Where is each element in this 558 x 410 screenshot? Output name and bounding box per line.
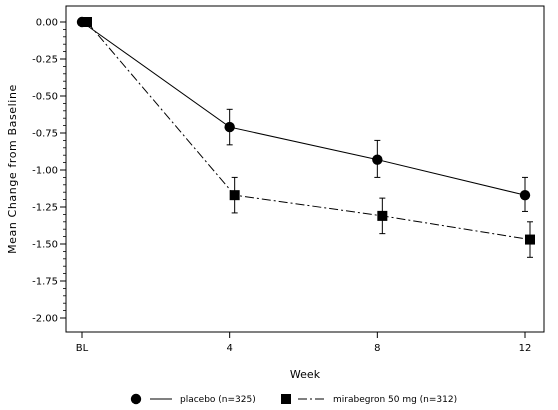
- legend-marker: [130, 393, 142, 405]
- data-point: [519, 189, 531, 201]
- y-tick-label: -0.75: [32, 129, 58, 140]
- y-tick-label: -0.50: [32, 92, 58, 103]
- series-line: [81, 21, 526, 196]
- legend-label: mirabegron 50 mg (n=312): [333, 395, 457, 405]
- y-axis-title: Mean Change from Baseline: [6, 84, 19, 254]
- legend-marker: [281, 394, 291, 404]
- y-tick-label: -1.75: [32, 277, 58, 288]
- legend: placebo (n=325) mirabegron 50 mg (n=312): [130, 393, 457, 405]
- series-0: [76, 16, 531, 212]
- x-tick-label: 8: [374, 343, 380, 354]
- data-point: [229, 190, 240, 201]
- legend-item: mirabegron 50 mg (n=312): [281, 394, 457, 405]
- y-tick-label: -1.00: [32, 166, 58, 177]
- data-point: [372, 154, 383, 165]
- y-tick-label: 0.00: [36, 18, 58, 29]
- series-1: [82, 17, 535, 258]
- series-line: [86, 21, 531, 241]
- data-point: [82, 17, 92, 27]
- x-tick-label: 12: [519, 343, 532, 354]
- y-axis: 0.00 -0.25 -0.50 -0.75 -1.00 -1.25 -1.50 -1.75 -…: [32, 18, 66, 325]
- series-layer: [76, 16, 535, 258]
- data-point: [224, 121, 235, 133]
- y-tick-label: -1.25: [32, 203, 58, 214]
- data-point: [377, 210, 388, 221]
- y-tick-label: -0.25: [32, 55, 58, 66]
- legend-item: placebo (n=325): [130, 393, 256, 405]
- x-axis: BL 4 8 12: [76, 332, 532, 354]
- y-tick-label: -2.00: [32, 314, 58, 325]
- data-point: [525, 234, 535, 245]
- x-tick-label: 4: [226, 343, 232, 354]
- y-tick-label: -1.50: [32, 240, 58, 251]
- x-axis-title: Week: [290, 368, 321, 381]
- x-tick-label: BL: [76, 343, 89, 354]
- plot-frame: [65, 5, 545, 333]
- legend-label: placebo (n=325): [180, 395, 256, 405]
